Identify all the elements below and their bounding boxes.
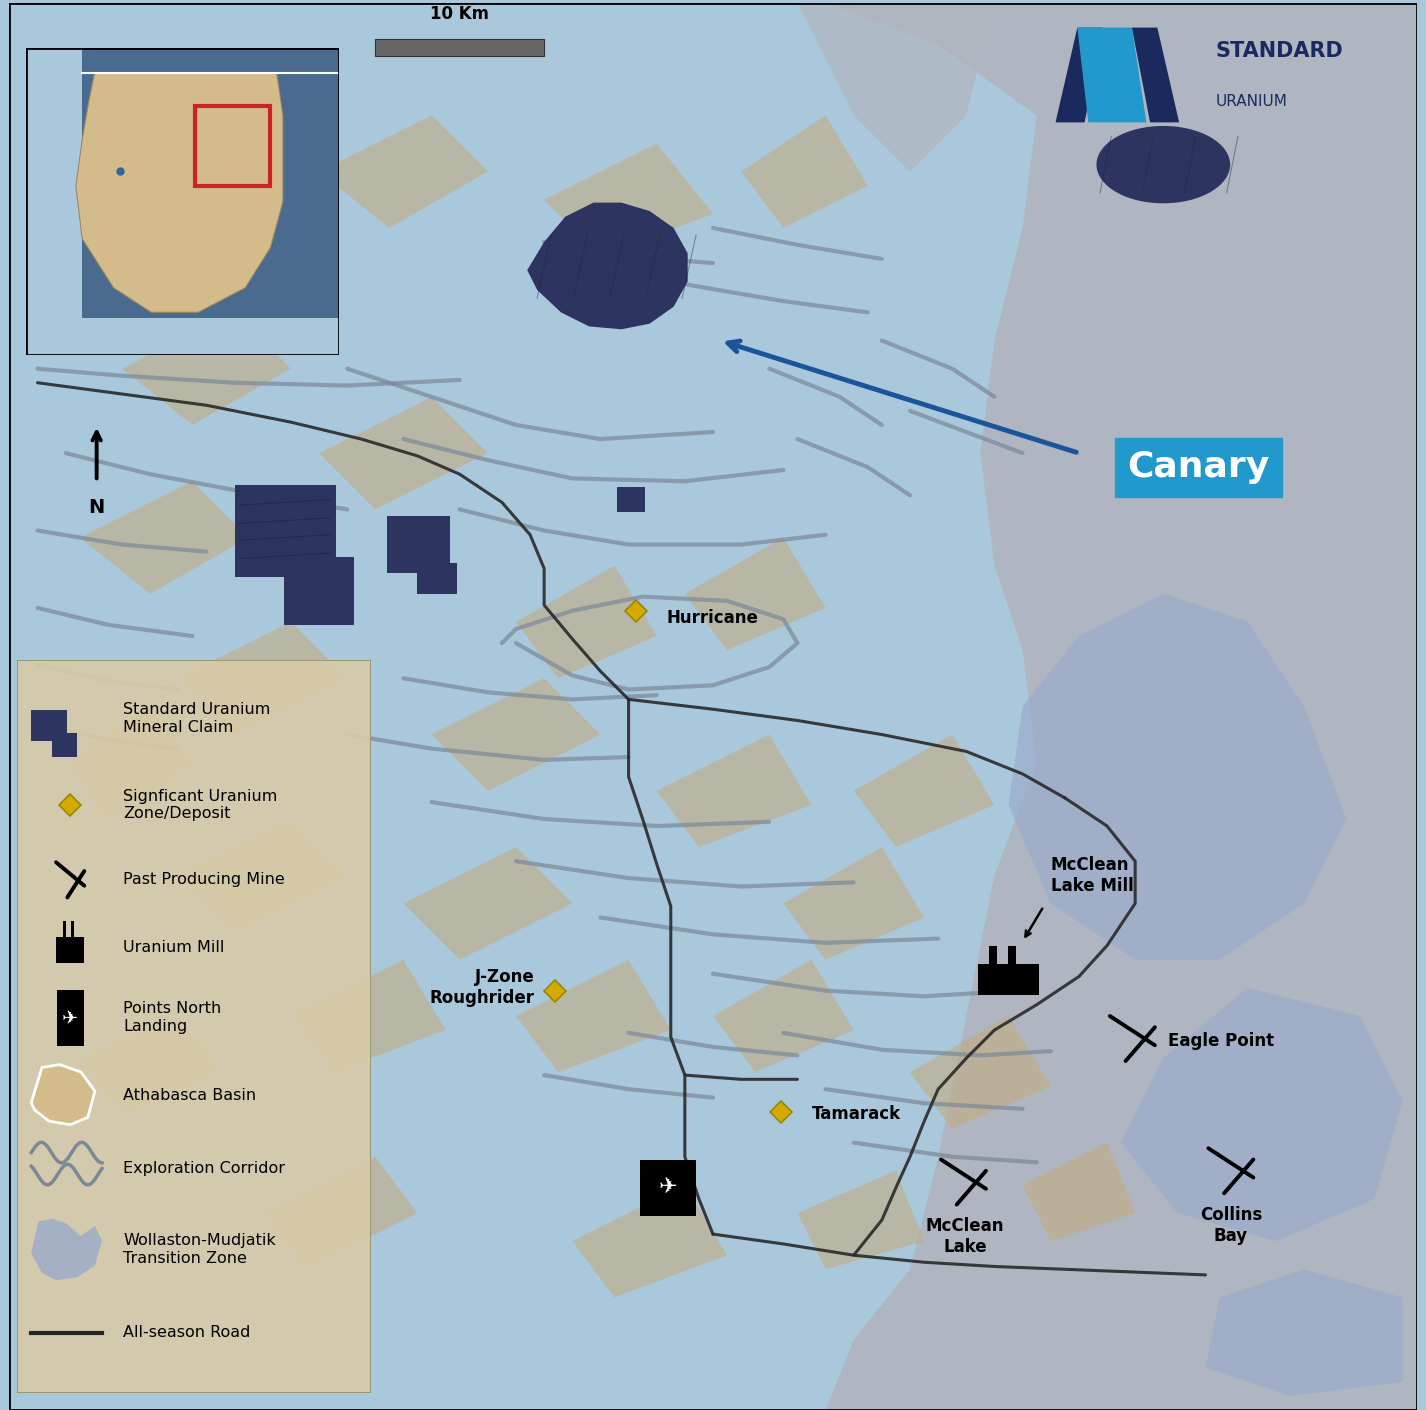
- FancyBboxPatch shape: [53, 733, 77, 757]
- Polygon shape: [291, 960, 446, 1072]
- Polygon shape: [66, 144, 248, 257]
- Polygon shape: [657, 735, 811, 847]
- Text: McClean
Lake: McClean Lake: [925, 1217, 1004, 1256]
- FancyBboxPatch shape: [31, 709, 67, 740]
- Polygon shape: [432, 678, 600, 791]
- Polygon shape: [76, 72, 282, 312]
- Text: All-season Road: All-season Road: [123, 1325, 251, 1341]
- Polygon shape: [1205, 1269, 1403, 1396]
- FancyBboxPatch shape: [26, 48, 339, 355]
- FancyBboxPatch shape: [640, 1159, 696, 1215]
- Text: ✈: ✈: [659, 1177, 677, 1197]
- Text: McClean
Lake Mill: McClean Lake Mill: [1051, 856, 1134, 895]
- FancyBboxPatch shape: [978, 964, 1040, 995]
- Polygon shape: [1055, 28, 1102, 123]
- Text: Tamarack: Tamarack: [811, 1105, 901, 1124]
- Text: 10 Km: 10 Km: [431, 4, 489, 23]
- FancyBboxPatch shape: [56, 938, 84, 963]
- Polygon shape: [572, 1184, 727, 1297]
- Polygon shape: [1132, 28, 1179, 123]
- Polygon shape: [404, 847, 572, 960]
- Text: Wollaston-Mudjatik
Transition Zone: Wollaston-Mudjatik Transition Zone: [123, 1234, 277, 1266]
- Text: Collins
Bay: Collins Bay: [1199, 1206, 1262, 1245]
- Polygon shape: [1022, 1142, 1135, 1241]
- Polygon shape: [1078, 28, 1147, 123]
- Text: Athabasca Basin: Athabasca Basin: [123, 1089, 257, 1103]
- Polygon shape: [123, 313, 291, 424]
- FancyBboxPatch shape: [375, 39, 545, 56]
- FancyBboxPatch shape: [71, 921, 74, 938]
- Text: STANDARD: STANDARD: [1215, 41, 1343, 61]
- FancyBboxPatch shape: [63, 921, 66, 938]
- Text: N: N: [88, 498, 104, 517]
- FancyBboxPatch shape: [57, 990, 84, 1046]
- Text: ✈: ✈: [61, 1008, 78, 1026]
- Text: Eagle Point: Eagle Point: [1168, 1032, 1273, 1050]
- FancyBboxPatch shape: [418, 563, 456, 594]
- FancyBboxPatch shape: [990, 946, 997, 964]
- Polygon shape: [528, 203, 687, 330]
- Polygon shape: [545, 144, 713, 257]
- Polygon shape: [80, 481, 248, 594]
- FancyBboxPatch shape: [234, 485, 337, 577]
- Text: Standard Uranium
Mineral Claim: Standard Uranium Mineral Claim: [123, 702, 271, 735]
- Polygon shape: [516, 960, 670, 1072]
- Polygon shape: [516, 565, 657, 678]
- Text: Past Producing Mine: Past Producing Mine: [123, 873, 285, 887]
- Polygon shape: [1121, 988, 1403, 1241]
- Polygon shape: [80, 1017, 221, 1114]
- Text: Uranium Mill: Uranium Mill: [123, 940, 224, 955]
- Polygon shape: [319, 396, 488, 509]
- FancyBboxPatch shape: [617, 486, 646, 512]
- Polygon shape: [31, 1218, 103, 1280]
- Polygon shape: [797, 3, 994, 172]
- Polygon shape: [178, 819, 347, 932]
- FancyBboxPatch shape: [284, 557, 354, 625]
- Text: Points North
Landing: Points North Landing: [123, 1001, 221, 1034]
- Polygon shape: [66, 706, 193, 819]
- Text: Signficant Uranium
Zone/Deposit: Signficant Uranium Zone/Deposit: [123, 788, 278, 821]
- Text: URANIUM: URANIUM: [1215, 94, 1288, 109]
- Polygon shape: [684, 537, 826, 650]
- Text: Hurricane: Hurricane: [666, 609, 759, 627]
- Polygon shape: [742, 116, 868, 228]
- Polygon shape: [854, 735, 994, 847]
- Text: Canary: Canary: [1128, 450, 1269, 484]
- FancyBboxPatch shape: [83, 48, 339, 319]
- FancyBboxPatch shape: [17, 660, 371, 1393]
- Polygon shape: [319, 116, 488, 228]
- FancyBboxPatch shape: [386, 516, 449, 572]
- Polygon shape: [31, 1065, 96, 1125]
- Polygon shape: [262, 1156, 418, 1269]
- Polygon shape: [910, 1017, 1051, 1128]
- FancyBboxPatch shape: [1008, 946, 1015, 964]
- Polygon shape: [826, 3, 1416, 1410]
- Polygon shape: [178, 622, 347, 735]
- Polygon shape: [783, 847, 924, 960]
- Ellipse shape: [1097, 125, 1231, 203]
- Polygon shape: [797, 1170, 924, 1269]
- Polygon shape: [713, 960, 854, 1072]
- Text: J-Zone
Roughrider: J-Zone Roughrider: [429, 969, 535, 1007]
- Text: Exploration Corridor: Exploration Corridor: [123, 1162, 285, 1176]
- Polygon shape: [1008, 594, 1346, 960]
